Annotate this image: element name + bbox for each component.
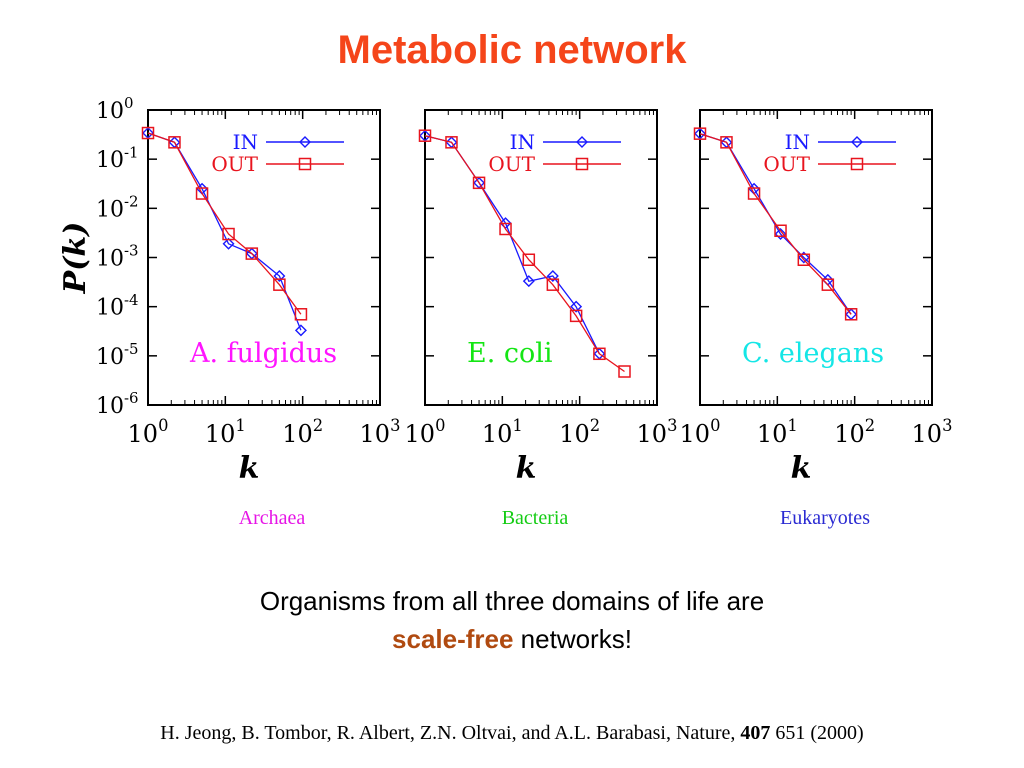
data-point-in [774, 228, 787, 241]
y-tick-label: 10-1 [96, 143, 139, 173]
data-point-out [499, 222, 512, 236]
y-tick-label: 10-6 [96, 389, 139, 419]
x-axis-label: k [791, 451, 812, 486]
data-point-out [222, 227, 235, 241]
legend-label-out: OUT [211, 152, 258, 176]
series-line-out [699, 133, 852, 315]
y-tick-label: 100 [96, 94, 134, 124]
x-tick-label: 102 [834, 416, 875, 448]
data-point-out [195, 187, 209, 200]
x-tick-label: 100 [680, 416, 721, 448]
citation-authors: H. Jeong, B. Tombor, R. Albert, Z.N. Olt… [160, 722, 741, 744]
data-point-out [774, 224, 787, 237]
data-point-out [168, 136, 181, 149]
data-point-out [472, 176, 486, 190]
data-point-out [797, 253, 811, 266]
data-point-out [821, 278, 835, 291]
series-line-out [424, 135, 625, 373]
x-tick-label: 100 [128, 416, 169, 448]
x-tick-label: 102 [559, 416, 600, 448]
domain-label-bacteria: Bacteria [501, 507, 569, 529]
data-point-out [141, 126, 155, 140]
citation-pages-year: 651 (2000) [770, 722, 864, 744]
domain-label-eukaryotes: Eukaryotes [780, 507, 870, 529]
domain-label-archaea: Archaea [238, 507, 306, 529]
data-point-out [522, 253, 536, 266]
x-tick-label: 101 [757, 416, 798, 448]
legend-label-out: OUT [763, 152, 810, 176]
x-tick-label: 101 [482, 416, 523, 448]
legend-marker-in [851, 136, 863, 148]
x-tick-label: 102 [282, 416, 323, 448]
y-tick-label: 10-2 [96, 192, 139, 222]
x-axis-label: k [516, 451, 537, 486]
citation: H. Jeong, B. Tombor, R. Albert, Z.N. Olt… [0, 722, 1024, 745]
organism-label: C. elegans [742, 338, 884, 369]
legend-label-in: IN [510, 130, 535, 154]
message-line-1: Organisms from all three domains of life… [0, 586, 1024, 617]
data-point-in [222, 237, 235, 250]
slide-title: Metabolic network [337, 28, 687, 72]
data-point-out [546, 278, 560, 291]
data-point-out [844, 308, 858, 321]
legend-marker-in [576, 136, 588, 148]
data-point-in [294, 324, 307, 337]
x-tick-label: 103 [912, 416, 953, 448]
x-tick-label: 100 [405, 416, 446, 448]
data-point-out [294, 308, 308, 321]
message-rest: networks! [513, 624, 632, 654]
data-point-out [693, 127, 707, 140]
data-point-out [445, 136, 458, 149]
legend-marker-out [850, 157, 864, 171]
y-axis-label: P(k) [58, 222, 93, 295]
message-line-2: scale-free networks! [0, 624, 1024, 655]
data-point-out [245, 247, 259, 260]
x-tick-label: 101 [205, 416, 246, 448]
data-point-out [618, 365, 631, 378]
legend-label-out: OUT [488, 152, 535, 176]
message-line-1-text: Organisms from all three domains of life… [259, 586, 765, 616]
x-tick-label: 103 [637, 416, 678, 448]
data-point-in [522, 275, 535, 288]
data-point-out [720, 136, 733, 149]
legend-marker-out [298, 157, 312, 171]
legend-marker-out [575, 157, 589, 171]
legend-label-in: IN [785, 130, 810, 154]
data-point-in [570, 300, 583, 313]
legend-label-in: IN [233, 130, 258, 154]
organism-label: A. fulgidus [189, 338, 337, 369]
data-point-in [546, 270, 559, 283]
organism-label: E. coli [467, 338, 553, 369]
series-line-out [147, 132, 302, 315]
x-axis-label: k [239, 451, 260, 486]
data-point-out [747, 187, 761, 200]
data-point-out [569, 309, 583, 323]
data-point-out [593, 347, 606, 361]
y-tick-label: 10-3 [96, 242, 139, 272]
legend-marker-in [299, 136, 311, 148]
data-point-out [418, 129, 432, 142]
degree-distribution-charts: 100 101 102 10310010-110-210-310-410-510-6k… [58, 94, 953, 486]
message-emphasis: scale-free [392, 624, 514, 654]
data-point-out [273, 278, 286, 291]
y-tick-label: 10-4 [96, 291, 139, 321]
y-tick-label: 10-5 [96, 340, 139, 370]
x-tick-label: 103 [360, 416, 401, 448]
citation-volume: 407 [740, 722, 771, 744]
data-point-in [273, 270, 286, 283]
